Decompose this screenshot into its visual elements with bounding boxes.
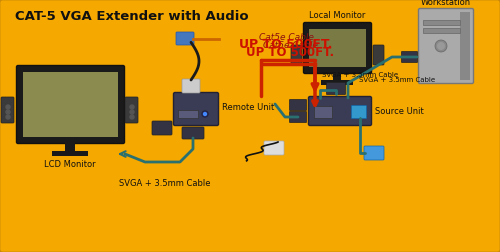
FancyBboxPatch shape xyxy=(1,97,14,123)
Circle shape xyxy=(6,115,10,119)
Bar xyxy=(65,140,75,152)
Bar xyxy=(333,71,341,81)
FancyBboxPatch shape xyxy=(308,97,372,125)
FancyBboxPatch shape xyxy=(402,51,417,62)
Text: LCD Monitor: LCD Monitor xyxy=(44,160,96,169)
Circle shape xyxy=(130,110,134,114)
FancyBboxPatch shape xyxy=(174,92,218,125)
Text: SVGA + 3.5mm Cable: SVGA + 3.5mm Cable xyxy=(359,77,435,83)
FancyBboxPatch shape xyxy=(373,45,384,65)
FancyBboxPatch shape xyxy=(290,100,306,110)
Text: Cat5e Cable: Cat5e Cable xyxy=(258,33,314,42)
Bar xyxy=(321,80,353,85)
Circle shape xyxy=(130,105,134,109)
Circle shape xyxy=(202,111,208,117)
Text: Cat5e Cable: Cat5e Cable xyxy=(262,41,318,50)
FancyBboxPatch shape xyxy=(125,97,138,123)
Bar xyxy=(423,20,460,25)
Circle shape xyxy=(6,105,10,109)
Circle shape xyxy=(435,40,447,52)
Text: SVGA + 3.5mm Cable: SVGA + 3.5mm Cable xyxy=(120,179,211,188)
FancyBboxPatch shape xyxy=(352,106,366,118)
Text: Workstation: Workstation xyxy=(421,0,471,7)
Bar xyxy=(460,12,470,80)
Text: UP TO 500FT.: UP TO 500FT. xyxy=(246,46,334,59)
Text: CAT-5 VGA Extender with Audio: CAT-5 VGA Extender with Audio xyxy=(15,10,248,23)
FancyBboxPatch shape xyxy=(176,32,194,45)
FancyBboxPatch shape xyxy=(182,79,200,93)
FancyBboxPatch shape xyxy=(264,141,284,155)
Text: Remote Unit: Remote Unit xyxy=(222,103,274,111)
Bar xyxy=(309,29,366,67)
Circle shape xyxy=(130,115,134,119)
FancyBboxPatch shape xyxy=(326,82,345,94)
Bar xyxy=(23,72,118,137)
Text: Source Unit: Source Unit xyxy=(375,107,424,115)
Text: UP TO 500FT.: UP TO 500FT. xyxy=(240,38,332,51)
FancyBboxPatch shape xyxy=(364,146,384,160)
Bar xyxy=(423,28,460,33)
FancyBboxPatch shape xyxy=(16,66,124,143)
Circle shape xyxy=(204,112,206,115)
Text: SVGA + 3.5mm Cable: SVGA + 3.5mm Cable xyxy=(322,72,398,78)
FancyBboxPatch shape xyxy=(152,121,172,135)
FancyBboxPatch shape xyxy=(182,127,204,139)
Circle shape xyxy=(437,42,445,50)
Bar xyxy=(178,110,198,118)
Text: Local Monitor: Local Monitor xyxy=(309,11,365,20)
FancyBboxPatch shape xyxy=(304,22,372,74)
Circle shape xyxy=(6,110,10,114)
FancyBboxPatch shape xyxy=(290,111,306,122)
Bar xyxy=(314,106,332,118)
FancyBboxPatch shape xyxy=(418,9,474,83)
Bar xyxy=(52,151,88,156)
FancyBboxPatch shape xyxy=(291,45,302,65)
